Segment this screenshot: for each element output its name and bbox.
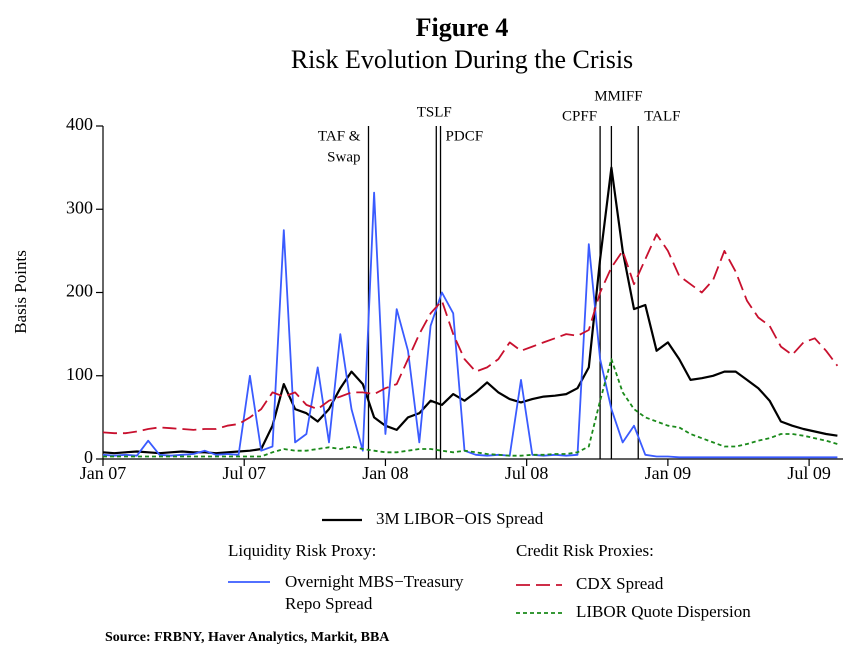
event-label: Swap [327, 149, 360, 165]
event-label: TAF & [318, 128, 361, 144]
legend-label: CDX Spread [576, 574, 664, 593]
y-axis-label: Basis Points [11, 250, 30, 334]
x-tick-label: Jul 09 [787, 463, 831, 483]
y-tick-label: 400 [66, 114, 93, 134]
series-line [102, 166, 838, 455]
series-line [103, 358, 838, 458]
legend-label: 3M LIBOR−OIS Spread [376, 509, 544, 528]
legend-label: Overnight MBS−Treasury Repo Spread [285, 572, 464, 613]
legend-header: Liquidity Risk Proxy: [228, 541, 376, 560]
x-tick-label: Jan 09 [645, 463, 692, 483]
chart-title: Figure 4 [416, 13, 509, 42]
y-tick-label: 200 [66, 281, 93, 301]
y-tick-label: 100 [66, 364, 93, 384]
event-label: TSLF [417, 104, 452, 120]
y-tick-label: 300 [66, 197, 93, 217]
series-line [102, 233, 839, 435]
y-tick-label: 0 [84, 447, 93, 467]
series-line [102, 191, 838, 459]
legend-header: Credit Risk Proxies: [516, 541, 654, 560]
event-label: TALF [644, 108, 680, 124]
x-tick-label: Jul 08 [505, 463, 549, 483]
x-tick-label: Jan 08 [362, 463, 409, 483]
event-label: MMIFF [594, 88, 642, 104]
event-label: PDCF [446, 128, 484, 144]
legend-label: LIBOR Quote Dispersion [576, 602, 751, 621]
event-label: CPFF [562, 108, 597, 124]
source: Source: FRBNY, Haver Analytics, Markit, … [105, 630, 390, 645]
x-tick-label: Jan 07 [80, 463, 127, 483]
chart-subtitle: Risk Evolution During the Crisis [291, 45, 633, 74]
x-tick-label: Jul 07 [222, 463, 266, 483]
